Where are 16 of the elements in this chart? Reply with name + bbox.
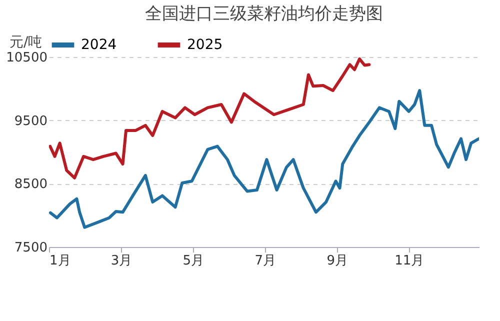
chart-title: 全国进口三级菜籽油均价走势图 [145,4,383,24]
y-tick-label: 10500 [6,50,48,66]
x-tick-label: 7月 [254,254,276,268]
legend-label: 2024 [81,37,117,53]
line-series [49,57,371,180]
y-tick-label: 7500 [14,240,48,256]
x-tick-label: 1月 [50,254,71,268]
x-tick-label: 3月 [110,254,132,268]
x-tick-label: 9月 [326,254,348,268]
y-axis-title: 元/吨 [10,34,42,50]
legend-label: 2025 [187,37,223,53]
x-tick-label: 11月 [394,254,424,268]
y-tick-label: 9500 [14,114,48,129]
x-tick-label: 5月 [182,254,204,268]
line-series [49,89,479,229]
y-tick-label: 8500 [14,177,48,192]
